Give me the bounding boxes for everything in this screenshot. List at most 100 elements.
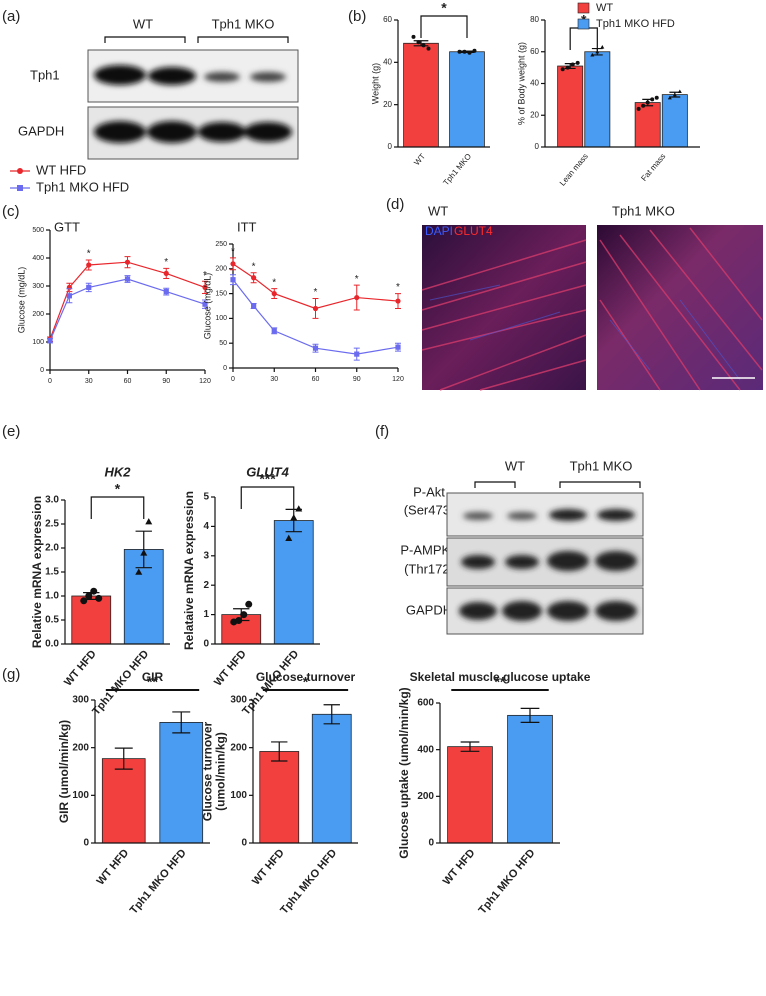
y-tick-label: 250 <box>215 241 227 248</box>
data-point <box>426 46 431 51</box>
nuclei <box>429 284 741 381</box>
data-point <box>472 48 477 53</box>
bands <box>459 509 637 621</box>
row-label: (Thr172) <box>404 561 454 576</box>
significance-bracket <box>420 15 468 38</box>
bracket <box>474 481 641 488</box>
significance-label: * <box>314 287 318 298</box>
image-label: WT <box>428 203 448 218</box>
data-point <box>395 344 401 350</box>
y-tick-label: 20 <box>383 100 392 109</box>
panel-label: (f) <box>375 423 389 440</box>
y-axis-label: Relataive mRNA expression <box>182 491 196 650</box>
series-line <box>49 261 206 340</box>
group-label: Tph1 MKO <box>212 16 275 31</box>
y-tick-label: 80 <box>530 15 539 24</box>
stain-label: GLUT4 <box>454 224 493 238</box>
x-tick-label: Fat mass <box>639 152 667 183</box>
y-tick-label: 0 <box>223 365 227 372</box>
y-tick-label: 400 <box>417 744 434 755</box>
data-point <box>672 92 677 97</box>
y-tick-label: 200 <box>72 742 89 753</box>
y-tick-label: 500 <box>32 227 44 234</box>
bar <box>661 94 688 148</box>
group-label: WT <box>505 458 525 473</box>
y-tick-label: 4 <box>203 521 209 532</box>
bar <box>403 42 439 148</box>
y-axis-label: (umol/min/kg) <box>214 732 228 811</box>
x-tick-label: Tph1 MKO HFD <box>476 847 537 917</box>
legend-marker <box>17 168 23 174</box>
micrograph <box>597 225 763 390</box>
bar <box>584 51 611 148</box>
error-bar <box>459 50 475 53</box>
significance-label: * <box>396 282 400 293</box>
row-label: Tph1 <box>30 67 60 82</box>
row-label: (Ser473) <box>404 502 455 517</box>
data-point <box>163 289 169 295</box>
data-point <box>421 43 426 48</box>
legend-marker <box>17 185 23 191</box>
data-point <box>251 275 257 281</box>
y-tick-label: 40 <box>530 79 539 88</box>
y-tick-label: 3 <box>203 550 209 561</box>
series-line <box>232 263 399 310</box>
data-point <box>295 505 303 512</box>
chart-title: GIR <box>142 670 164 684</box>
data-point <box>145 518 153 525</box>
data-point <box>590 52 595 57</box>
significance-label: * <box>231 247 235 258</box>
legend-label: WT HFD <box>36 162 86 177</box>
significance-label: * <box>272 277 276 288</box>
legend-label: Tph1 MKO HFD <box>36 179 129 194</box>
data-point <box>645 100 650 105</box>
y-tick-label: 2.5 <box>45 519 59 530</box>
row-label: GAPDH <box>18 123 64 138</box>
panel-label: (a) <box>2 8 20 25</box>
image-label: Tph1 MKO <box>612 203 675 218</box>
chart-title: ITT <box>237 219 257 234</box>
x-tick-label: Tph1 MKO HFD <box>128 847 189 917</box>
bracket <box>104 36 289 43</box>
error-bar <box>271 741 288 762</box>
bar <box>159 722 204 844</box>
data-point <box>85 592 93 600</box>
y-axis-label: Glucose (mg/dL) <box>202 273 212 340</box>
y-axis-label: % of Body weight (g) <box>516 42 526 125</box>
y-tick-label: 0 <box>83 838 89 849</box>
data-point <box>66 293 72 299</box>
error-bar <box>413 40 429 47</box>
x-tick-label: WT HFD <box>250 847 287 888</box>
data-point <box>457 49 462 54</box>
data-point <box>312 305 319 312</box>
data-point <box>354 294 360 301</box>
data-point <box>245 600 253 608</box>
group-label: Tph1 MKO <box>570 458 633 473</box>
data-point <box>667 95 672 100</box>
data-point <box>312 345 319 351</box>
data-point <box>654 95 659 100</box>
y-tick-label: 0 <box>388 142 393 151</box>
legend-swatch <box>577 2 590 14</box>
x-tick-label: Tph1 MKO HFD <box>278 847 339 917</box>
y-tick-label: 200 <box>230 742 247 753</box>
y-axis-label: Glucose (mg/dL) <box>16 267 26 334</box>
significance-label: * <box>441 0 447 16</box>
data-point <box>395 298 401 304</box>
data-point <box>290 514 298 521</box>
panel-label: (g) <box>2 666 20 683</box>
y-tick-label: 60 <box>530 47 539 56</box>
y-tick-label: 100 <box>230 790 247 801</box>
legend-label: Tph1 MKO HFD <box>596 18 675 30</box>
bar <box>507 714 553 844</box>
fibers <box>421 227 763 391</box>
series-line <box>49 278 206 341</box>
x-tick-label: 30 <box>270 376 278 383</box>
bands <box>94 65 292 143</box>
data-point <box>86 284 92 290</box>
western-blot: WT Tph1 MKO Tph1 GAPDH <box>18 16 299 160</box>
significance-label: * <box>164 257 168 268</box>
y-tick-label: 600 <box>417 698 434 709</box>
data-point <box>135 568 143 575</box>
